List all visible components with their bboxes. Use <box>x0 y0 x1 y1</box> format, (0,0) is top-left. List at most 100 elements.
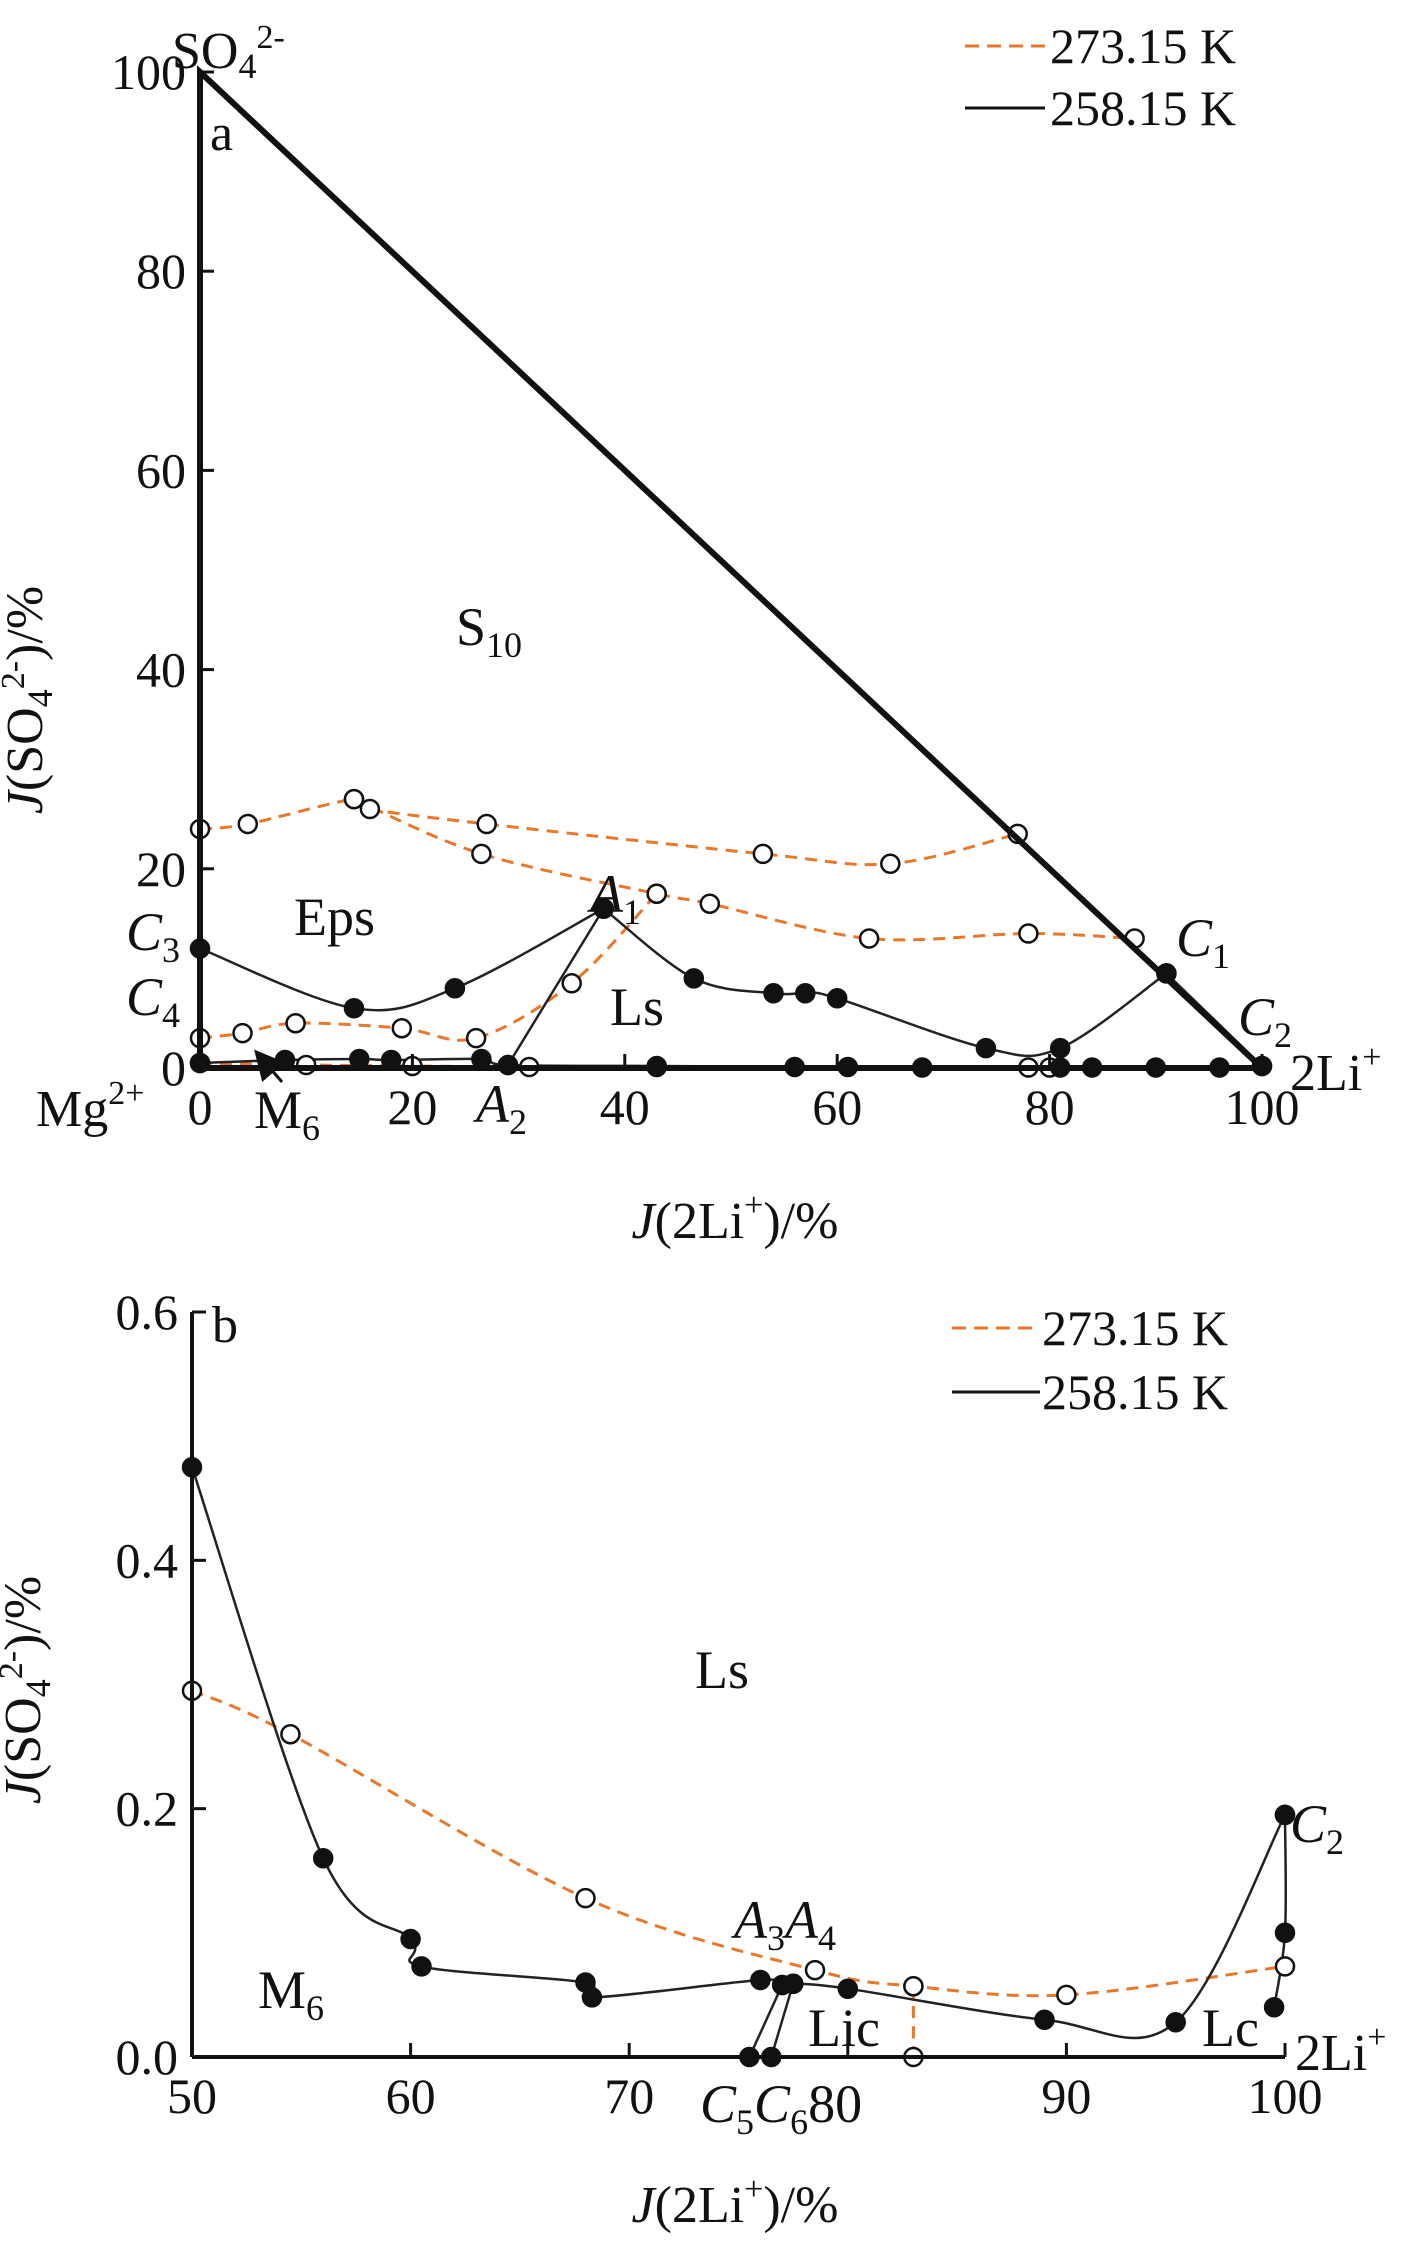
panel-a-point-273-middle-1 <box>471 843 492 865</box>
panel-b-point-258-main-11 <box>1165 2011 1186 2033</box>
panel-b-point-258-c2-tail-2 <box>1274 1804 1296 1826</box>
region-label-s10: S10 <box>456 597 522 665</box>
panel-a-point-273-lower-3 <box>391 1017 413 1039</box>
point-label-c2-b: C2 <box>1290 1794 1344 1862</box>
legend-a-item-273: 273.15 K <box>1050 18 1236 74</box>
panel-a-y-tick-label-4: 80 <box>136 243 186 299</box>
panel-b-point-258-c2-tail-1 <box>1274 1922 1296 1944</box>
panel-a-legend: 273.15 K 258.15 K <box>965 18 1236 136</box>
panel-b-series-258-to-c5 <box>748 1984 784 2058</box>
panel-a-y-tick-label-1: 20 <box>136 841 186 897</box>
region-label-eps: Eps <box>294 887 375 947</box>
panel-b-letter: b <box>212 1297 238 1354</box>
panel-b-point-258-main-6 <box>750 1969 771 1991</box>
panel-a-x-tick-labels: 0 20 40 60 80 100 <box>188 1079 1300 1135</box>
corner-label-so4: SO42- <box>172 19 285 86</box>
region-label-m6-b: M6 <box>258 1960 324 2028</box>
point-label-c1: C1 <box>1176 908 1230 976</box>
panel-b-tick-marks <box>190 1310 1287 2059</box>
panel-a-y-axis-title: J(SO42-)/% <box>0 586 60 814</box>
panel-b-x-tick-label-1: 60 <box>386 2068 436 2124</box>
panel-b-point-258-main-2 <box>400 1928 421 1950</box>
panel-b-point-273-main-1 <box>280 1723 301 1745</box>
panel-a-x-tick-label-0: 0 <box>188 1079 213 1135</box>
panel-a-point-258-ls-upper-5 <box>975 1037 997 1059</box>
corner-label-2li: 2Li+ <box>1290 1039 1381 1102</box>
panel-b-series-258-c2-tail <box>1272 1814 1288 2008</box>
panel-a-point-273-middle-4 <box>858 928 880 949</box>
panel-b-x-tick-label-5: 100 <box>1248 2068 1323 2124</box>
corner-label-2li-b: 2Li+ <box>1295 2019 1386 2082</box>
point-label-c5c6: C5C680 <box>700 2074 862 2142</box>
panel-a-point-273-lower-6 <box>646 883 667 904</box>
panel-a-point-258-eps-ls-2 <box>444 978 466 999</box>
panel-b-point-273-vertical-0 <box>903 1975 924 1997</box>
panel-a-y-tick-label-2: 40 <box>136 642 186 698</box>
panel-b-y-tick-label-2: 0.4 <box>116 1532 179 1588</box>
point-label-a3a4: A3A4 <box>731 1890 836 1958</box>
panel-a-point-273-upper-3 <box>359 798 381 820</box>
panel-b-y-tick-label-3: 0.6 <box>116 1284 179 1340</box>
panel-b-point-258-main-1 <box>312 1848 334 1869</box>
panel-a-x-tick-label-1: 20 <box>387 1079 437 1135</box>
panel-a-x-axis-title: J(2Li+)/% <box>632 1187 839 1250</box>
panel-a-point-273-lower-5 <box>561 973 582 994</box>
point-label-a1: A1 <box>587 864 641 932</box>
panel-b-x-tick-labels: 50 60 70 90 100 <box>167 2068 1323 2124</box>
panel-a-point-273-lower-1 <box>232 1022 253 1044</box>
panel-a-y-tick-label-3: 60 <box>136 442 186 498</box>
panel-a: 0 20 40 60 80 100 0 20 40 60 80 100 SO42- Mg2+ 2Li… <box>0 18 1381 1250</box>
panel-a-point-258-ls-upper-3 <box>795 983 816 1004</box>
panel-b-point-258-to-c6-0 <box>782 1973 804 1994</box>
panel-b-point-258-main-9 <box>837 1978 859 1999</box>
panel-a-tick-marks <box>198 70 1264 1070</box>
region-label-ls-b: Ls <box>695 1640 749 1700</box>
panel-a-y-tick-label-0: 0 <box>161 1040 186 1096</box>
panel-a-point-258-ls-upper-1 <box>683 968 705 989</box>
corner-label-mg: Mg2+ <box>36 1075 144 1138</box>
panel-a-point-273-lower-4 <box>465 1027 487 1049</box>
region-label-ls-a: Ls <box>610 977 664 1037</box>
panel-b: 0.0 0.2 0.4 0.6 50 60 70 90 100 2Li+ b Ls M6 Li… <box>0 1284 1386 2234</box>
panel-b-data-points <box>181 1456 1296 2068</box>
panel-a-point-258-ls-upper-4 <box>826 988 848 1009</box>
panel-a-point-273-upper-5 <box>752 843 774 865</box>
panel-a-y-tick-labels: 0 20 40 60 80 100 <box>111 44 186 1096</box>
panel-a-point-273-middle-0 <box>343 788 365 810</box>
panel-b-x-tick-label-4: 90 <box>1041 2068 1091 2124</box>
panel-a-point-273-lower-2 <box>285 1012 306 1034</box>
panel-a-point-273-upper-6 <box>880 853 901 875</box>
panel-a-series-258-a1-a2 <box>506 907 605 1066</box>
point-label-c2-a: C2 <box>1238 987 1292 1055</box>
panel-b-point-258-main-10 <box>1034 2009 1055 2031</box>
panel-b-point-273-main-5 <box>1056 1984 1077 2006</box>
panel-a-point-273-middle-3 <box>699 893 721 914</box>
panel-b-point-258-main-3 <box>411 1956 432 1977</box>
panel-a-point-258-ls-upper-6 <box>1049 1037 1071 1059</box>
panel-a-point-258-a1-a2-0 <box>593 898 614 919</box>
panel-a-x-tick-label-5: 100 <box>1225 1079 1300 1135</box>
panel-a-point-273-upper-4 <box>476 813 497 835</box>
panel-a-point-273-upper-1 <box>237 813 259 835</box>
point-label-a2: A2 <box>473 1074 527 1142</box>
panel-b-point-273-main-6 <box>1274 1956 1296 1977</box>
legend-a-item-258: 258.15 K <box>1050 80 1236 136</box>
point-label-m6-a: M6 <box>254 1080 320 1148</box>
panel-b-point-273-main-3 <box>804 1959 826 1981</box>
panel-a-series-273-lower <box>199 892 658 1042</box>
region-label-lic: Lic <box>808 1998 880 2058</box>
panel-b-series-lines <box>190 1466 1288 2058</box>
panel-b-y-axis-title: J(SO42-)/% <box>0 1576 58 1804</box>
panel-b-point-258-main-5 <box>581 1987 603 2008</box>
panel-b-x-axis-title: J(2Li+)/% <box>632 2171 839 2234</box>
legend-b-item-258: 258.15 K <box>1042 1364 1228 1420</box>
panel-a-x-tick-label-2: 40 <box>600 1079 650 1135</box>
panel-a-x-tick-label-3: 60 <box>812 1079 862 1135</box>
panel-a-series-273-middle <box>353 797 1135 942</box>
panel-b-series-258-main <box>190 1466 1287 2040</box>
panel-b-y-tick-label-0: 0.0 <box>116 2029 179 2085</box>
panel-a-x-tick-label-4: 80 <box>1025 1079 1075 1135</box>
panel-a-y-tick-label-5: 100 <box>111 44 186 100</box>
panel-b-point-258-c2-tail-0 <box>1263 1997 1285 2018</box>
